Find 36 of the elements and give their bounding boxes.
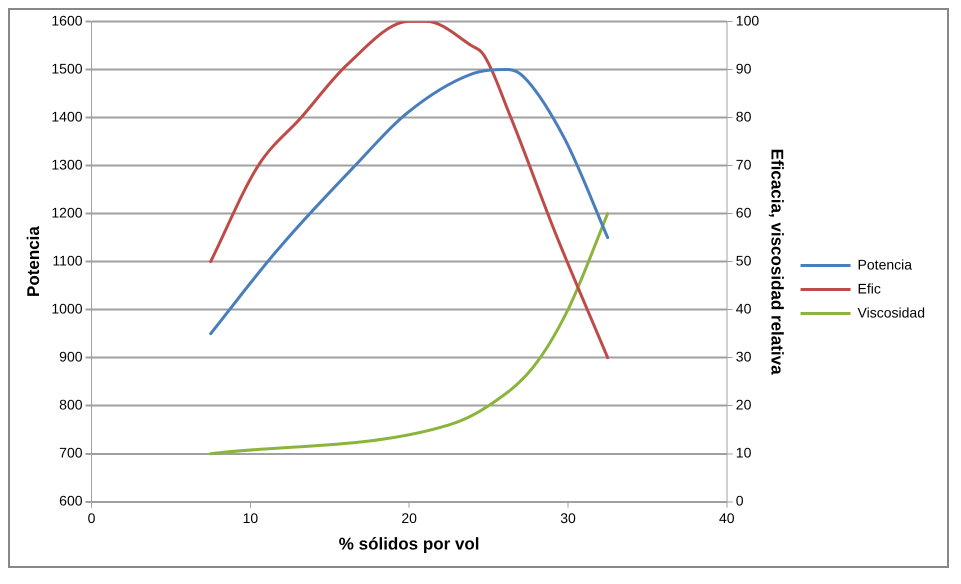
x-tick-label: 10 <box>242 510 258 526</box>
y-tick-label: 600 <box>59 492 83 509</box>
line-series <box>209 212 610 456</box>
y-tick-label: 1400 <box>51 108 83 124</box>
line-series <box>209 21 610 360</box>
legend-label: Viscosidad <box>858 304 926 320</box>
y2-tick-label: 80 <box>736 108 752 124</box>
x-tick-label: 20 <box>401 510 418 526</box>
y2-axis-title: Eficacia, viscosidad relativa <box>768 148 787 376</box>
y2-tick-label: 40 <box>736 300 752 316</box>
y-tick-label: 1600 <box>51 12 83 28</box>
y2-tick-label: 30 <box>736 348 752 365</box>
y-tick-label: 1500 <box>51 60 83 76</box>
y-tick-label: 1300 <box>51 156 83 172</box>
y2-tick-label: 0 <box>736 492 744 509</box>
legend-label: Efic <box>858 280 881 296</box>
line-series <box>209 68 610 336</box>
y2-tick-label: 50 <box>736 252 752 268</box>
y-axis-title: Potencia <box>24 226 43 298</box>
y2-tick-label: 10 <box>736 444 752 461</box>
x-tick-label: 40 <box>719 510 735 526</box>
y-tick-label: 900 <box>59 348 83 365</box>
y-tick-label: 1100 <box>52 252 83 268</box>
y2-tick-label: 90 <box>736 60 752 76</box>
y-tick-label: 1200 <box>51 204 83 220</box>
y2-tick-label: 60 <box>736 204 752 220</box>
y2-tick-label: 20 <box>736 396 752 413</box>
y-tick-label: 800 <box>59 396 83 413</box>
x-tick-label: 30 <box>560 510 576 526</box>
y2-tick-label: 70 <box>736 156 752 172</box>
y2-tick-label: 100 <box>736 12 760 28</box>
x-tick-label: 0 <box>88 510 96 526</box>
x-axis-title: % sólidos por vol <box>338 534 480 554</box>
y-tick-label: 1000 <box>51 300 83 316</box>
legend-label: Potencia <box>858 256 912 272</box>
y-tick-label: 700 <box>59 444 83 461</box>
